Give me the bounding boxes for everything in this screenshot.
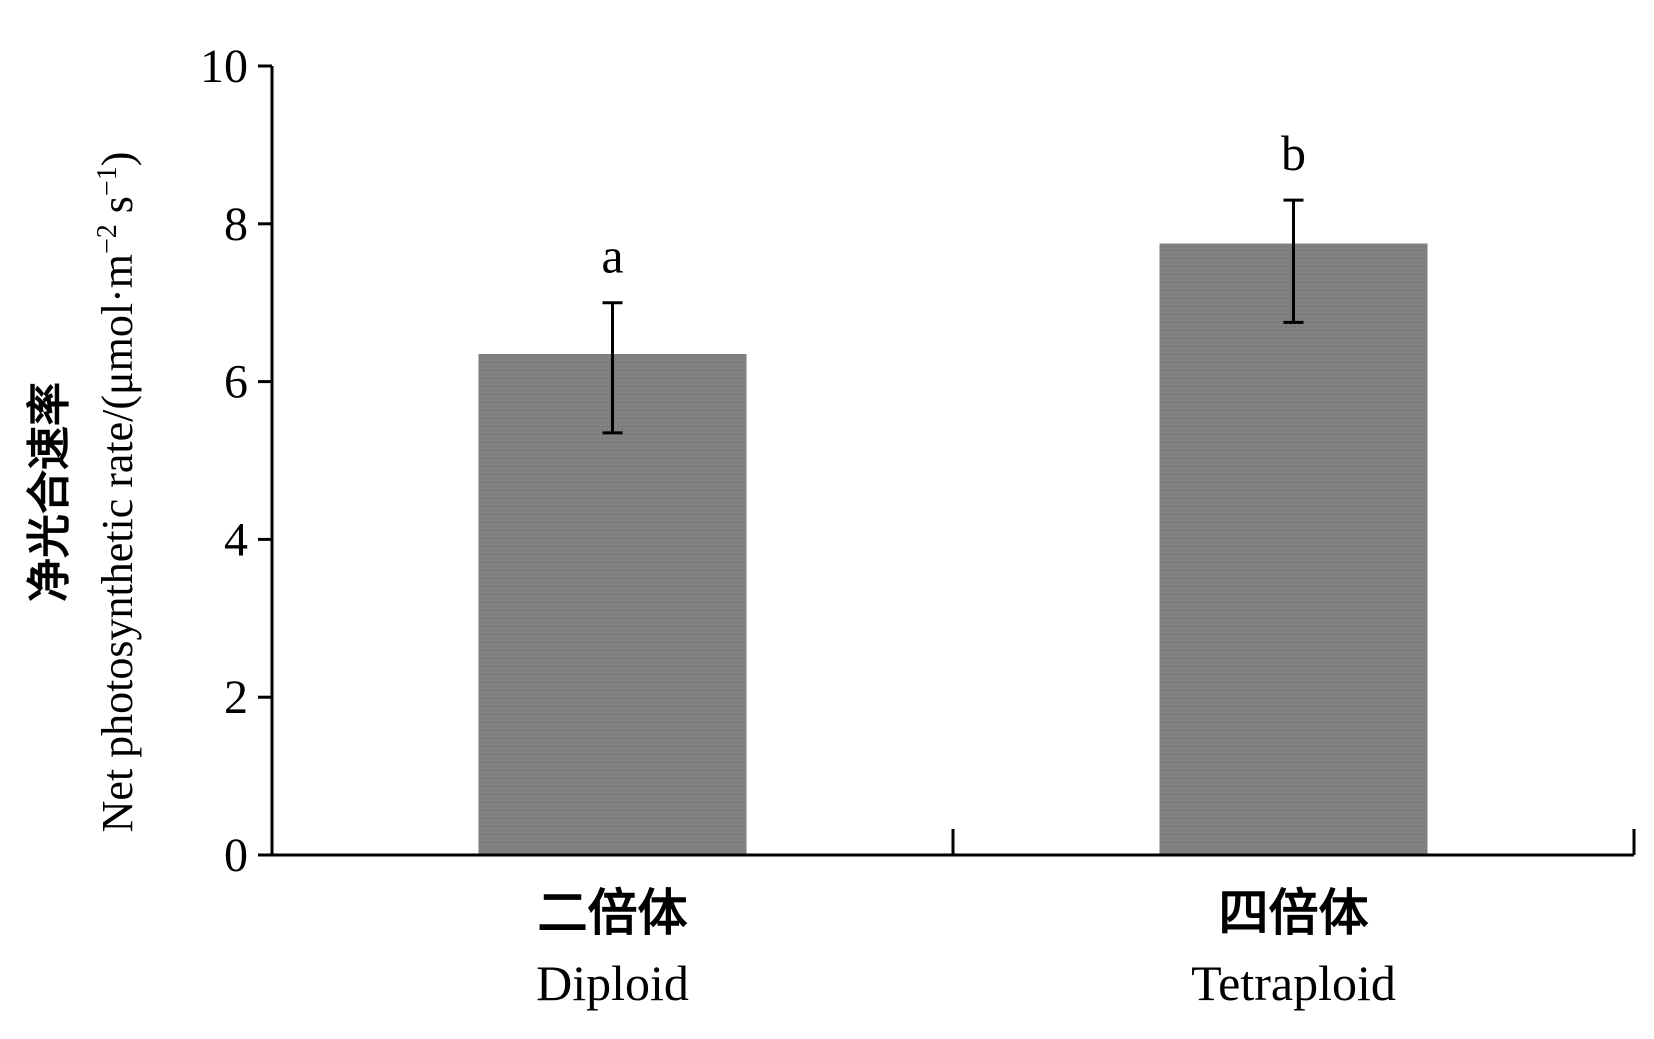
y-axis-title-en-main: Net photosynthetic rate/(μmol·m [93, 254, 142, 832]
bar-1 [1159, 243, 1428, 855]
y-axis-title-en-mid: s [93, 196, 142, 224]
y-tick-label-3: 6 [224, 356, 248, 409]
bars-layer [478, 243, 1428, 855]
significance-label-0: a [601, 228, 623, 284]
significance-label-1: b [1281, 125, 1306, 181]
y-tick-label-2: 4 [224, 513, 248, 566]
error-bars-layer [602, 198, 1304, 435]
y-axis-title-en-sup2: −1 [92, 166, 123, 196]
y-tick-label-5: 10 [200, 40, 248, 93]
y-tick-label-4: 8 [224, 198, 248, 251]
significance-labels-layer: ab [601, 125, 1306, 284]
y-axis-title-en: Net photosynthetic rate/(μmol·m−2 s−1) [92, 152, 142, 833]
x-category-label-en-1: Tetraploid [1191, 955, 1396, 1011]
y-axis-title-en-sup1: −2 [92, 224, 123, 254]
x-category-labels-layer: 二倍体 Diploid 四倍体 Tetraploid [536, 884, 1396, 1011]
y-axis-title: 净光合速率 Net photosynthetic rate/(μmol·m−2 … [24, 152, 142, 833]
y-tick-label-1: 2 [224, 671, 248, 724]
x-category-label-zh-0: 二倍体 [538, 884, 688, 942]
y-ticks-layer: 0 2 4 6 8 10 [200, 40, 272, 882]
axes-layer [270, 66, 1634, 857]
x-category-label-en-0: Diploid [536, 955, 689, 1011]
x-category-label-zh-1: 四倍体 [1219, 884, 1369, 942]
bar-0 [478, 353, 747, 855]
y-axis-title-zh: 净光合速率 [24, 382, 75, 602]
y-axis-title-en-end: ) [93, 152, 142, 167]
y-tick-label-0: 0 [224, 829, 248, 882]
x-ticks-layer [951, 829, 1636, 855]
